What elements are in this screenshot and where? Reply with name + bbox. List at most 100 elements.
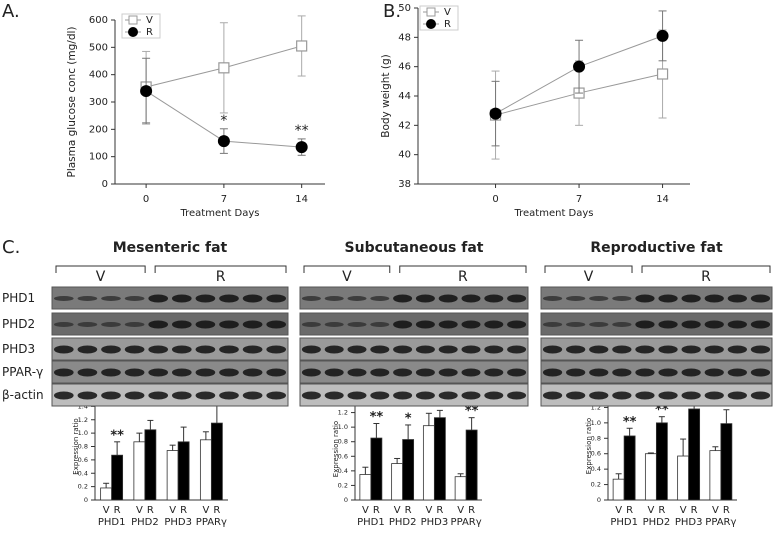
bracket: [641, 265, 771, 273]
band: [438, 320, 458, 329]
band: [727, 345, 747, 354]
band: [566, 296, 586, 301]
band: [301, 391, 321, 400]
band: [461, 294, 481, 303]
y-tick-label: 0: [84, 496, 88, 504]
band: [542, 345, 563, 354]
bar-group-label: R: [213, 505, 220, 516]
band: [171, 345, 192, 354]
y-tick-label: 1.2: [78, 416, 88, 424]
marker: [656, 68, 669, 80]
band: [704, 368, 724, 377]
bracket: [303, 265, 391, 273]
bar: [100, 487, 113, 501]
bar: [454, 476, 467, 501]
band: [393, 368, 413, 377]
annotation: **: [295, 123, 309, 139]
bar-group-label: V: [712, 505, 719, 516]
band: [658, 368, 678, 377]
blot: [540, 337, 773, 361]
bar-group-label: V: [103, 505, 110, 516]
band: [124, 345, 145, 354]
y-tick-label: 1.0: [591, 419, 601, 427]
band: [635, 391, 655, 400]
band: [681, 391, 701, 400]
annotation: *: [220, 113, 227, 129]
bar-group-label: V: [394, 505, 401, 516]
band: [635, 345, 655, 354]
band: [681, 368, 701, 377]
legend-box: [121, 13, 161, 39]
bar: [166, 450, 179, 501]
group-label: V: [584, 269, 594, 285]
band: [266, 345, 287, 354]
band: [658, 294, 678, 303]
marker: [295, 141, 308, 154]
bar: [720, 423, 733, 501]
bar: [111, 454, 124, 501]
x-tick-label: PHD2: [131, 517, 159, 528]
bracket: [544, 265, 633, 273]
y-tick-label: 0: [102, 179, 108, 190]
band: [612, 296, 632, 301]
band: [612, 391, 632, 400]
x-tick-label: 7: [576, 194, 582, 205]
band: [53, 296, 74, 301]
bar-group-label: R: [723, 505, 730, 516]
band: [658, 391, 678, 400]
y-tick-label: 0.8: [591, 434, 601, 442]
band: [219, 294, 239, 303]
bar: [644, 453, 657, 501]
band: [370, 296, 390, 301]
bar: [133, 441, 146, 501]
y-tick-label: 1.0: [338, 423, 348, 431]
band: [101, 322, 121, 327]
band: [195, 345, 216, 354]
bar: [612, 478, 625, 501]
y-tick-label: 0.8: [338, 438, 348, 446]
band: [171, 391, 192, 400]
y-tick-label: 400: [89, 70, 108, 81]
blot: [299, 312, 529, 336]
x-tick-label: 0: [492, 194, 498, 205]
panel-label: C.: [2, 237, 20, 258]
band: [566, 322, 586, 327]
y-tick-label: 0.2: [338, 481, 348, 489]
band: [727, 368, 747, 377]
blot: [51, 312, 289, 336]
blot: [540, 360, 773, 384]
band: [461, 320, 481, 329]
band: [124, 391, 145, 400]
y-tick-label: 1.2: [338, 409, 348, 417]
band: [750, 320, 771, 329]
bar: [433, 417, 446, 501]
x-tick-label: PHD1: [98, 517, 126, 528]
band: [148, 294, 169, 303]
bar-group-label: R: [373, 505, 380, 516]
group-label: V: [96, 269, 106, 285]
band: [727, 294, 747, 303]
band: [195, 368, 216, 377]
marker: [656, 29, 669, 42]
group-label: V: [342, 269, 352, 285]
band: [589, 322, 609, 327]
x-tick-label: 0: [143, 194, 149, 205]
band: [124, 322, 145, 327]
y-tick-label: 600: [89, 15, 108, 26]
band: [370, 322, 390, 327]
band: [438, 391, 458, 400]
band: [219, 345, 239, 354]
x-tick-label: PPARγ: [705, 517, 736, 528]
band: [148, 320, 169, 329]
y-tick-label: 100: [89, 152, 108, 163]
band: [438, 345, 458, 354]
y-tick-label: 42: [398, 120, 411, 131]
tissue-title: Reproductive fat: [590, 240, 723, 256]
blot: [51, 286, 289, 310]
band: [635, 320, 655, 329]
y-tick-label: 500: [89, 42, 108, 53]
y-tick-label: 46: [398, 62, 411, 73]
band: [77, 368, 98, 377]
band: [370, 391, 390, 400]
